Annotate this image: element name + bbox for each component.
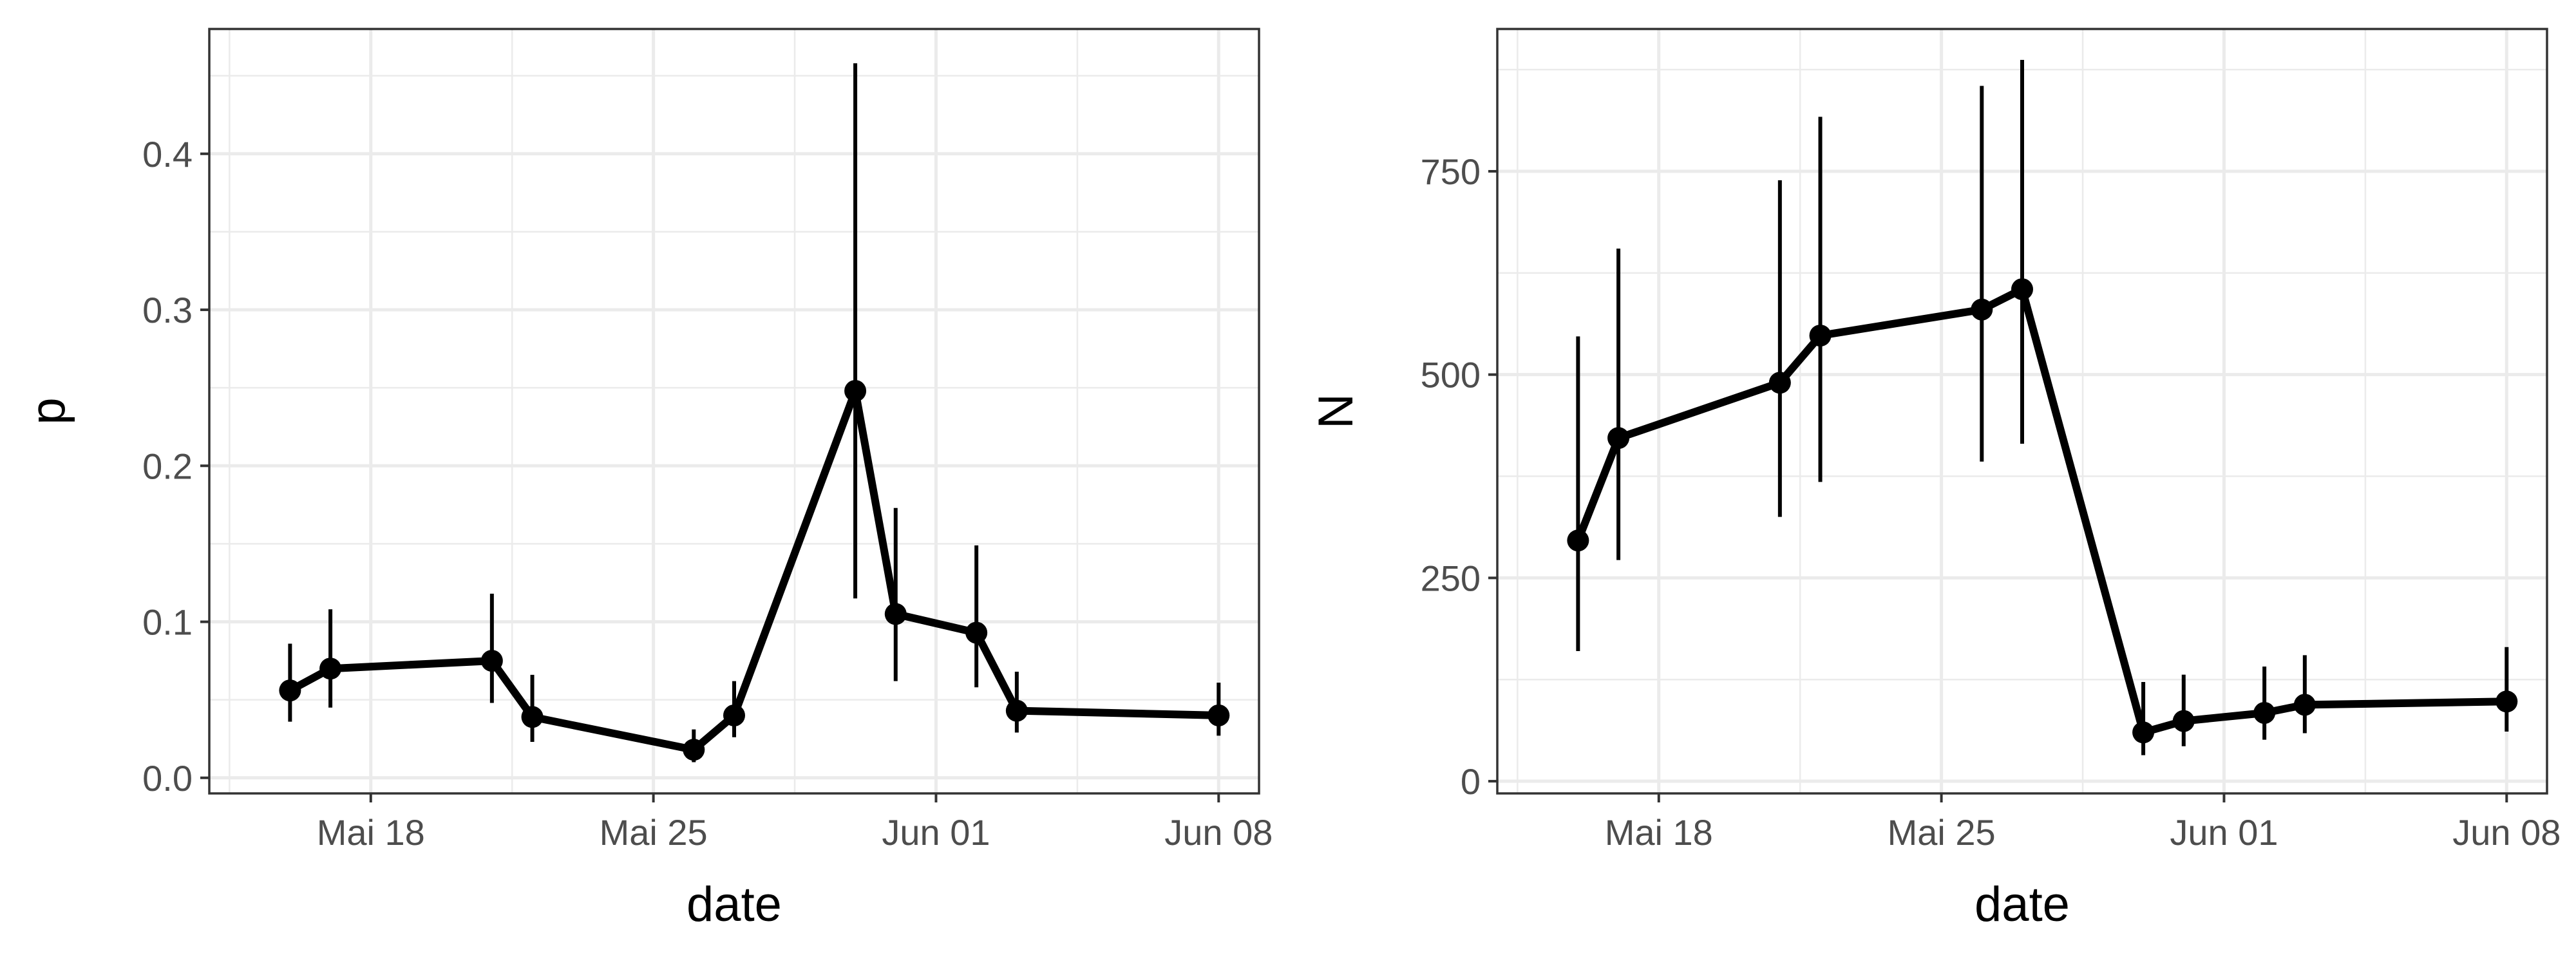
data-point [1607,427,1630,450]
data-point [279,679,301,702]
data-point [1809,325,1832,347]
panel-border [1496,28,2548,795]
data-point [2253,701,2276,724]
x-axis-title: date [1975,877,2070,932]
data-point [723,704,745,726]
y-tick-label: 0.3 [142,290,193,330]
chart-panel-1: 0.0 0.1 0.2 0.3 0.4 Mai 18 Mai 25 Jun 01 Jun 08 d… [21,28,1273,932]
y-tick-label: 0.4 [142,134,193,175]
x-tick-label: Jun 08 [2452,812,2561,853]
y-tick-label: 0.2 [142,446,193,486]
data-point [1567,529,1589,552]
y-tick-label: 0 [1461,761,1481,802]
x-tick-label: Jun 01 [2170,812,2278,853]
data-point [1208,704,1230,726]
x-tick-label: Mai 18 [317,812,425,853]
x-tick-label: Mai 18 [1605,812,1713,853]
data-point [2011,278,2033,301]
data-point [1768,372,1791,394]
data-point [844,380,867,402]
data-point [521,706,544,728]
y-tick-label: 500 [1421,355,1481,395]
y-tick-label: 750 [1421,151,1481,192]
data-point [2293,694,2316,716]
data-point [683,739,705,761]
data-point [1005,699,1028,722]
data-point [480,650,503,672]
y-axis-title: N [1309,393,1363,429]
x-tick-label: Mai 25 [600,812,708,853]
series-line [1574,285,2507,737]
x-tick-label: Mai 25 [1888,812,1996,853]
data-point [2132,721,2155,744]
x-tick-label: Jun 08 [1164,812,1273,853]
panel-border [208,28,1260,795]
data-point [965,621,988,644]
y-tick-label: 0.0 [142,758,193,799]
y-tick-label: 0.1 [142,602,193,643]
data-point [884,603,907,625]
series-line [288,387,1219,754]
x-tick-label: Jun 01 [882,812,990,853]
chart-panel-2: 0 250 500 750 Mai 18 Mai 25 Jun 01 Jun 08 date N [1309,28,2561,932]
y-axis-title: p [21,397,75,424]
data-point [319,658,342,680]
y-tick-label: 250 [1421,558,1481,598]
data-point [2496,690,2518,713]
x-axis-title: date [687,877,782,932]
data-point [2172,710,2195,732]
data-point [1971,298,1993,321]
